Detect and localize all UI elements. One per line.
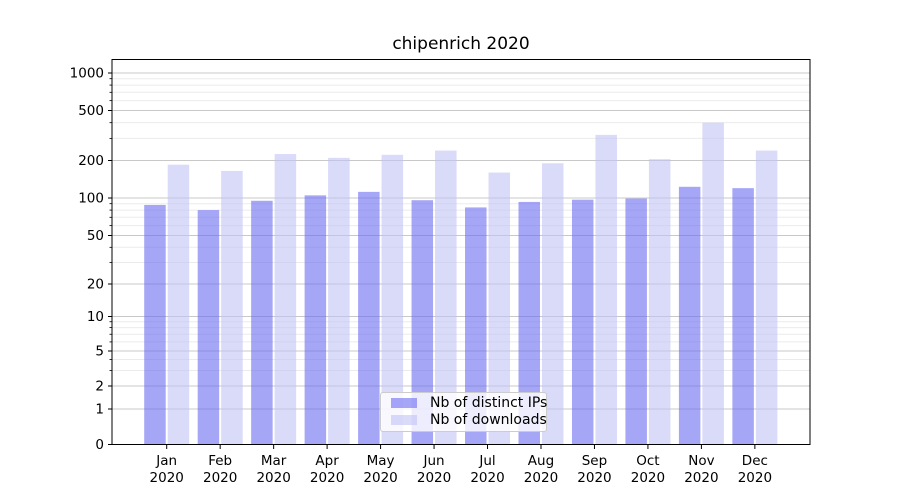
bar-feb-downloads <box>221 170 243 445</box>
legend-row-downloads: Nb of downloads <box>391 412 547 428</box>
x-tick-label-sep: Sep 2020 <box>577 453 611 486</box>
x-tick-label-aug: Aug 2020 <box>524 453 558 486</box>
legend-swatch-downloads <box>391 414 417 425</box>
y-tick-label-2: 2 <box>95 379 104 395</box>
bar-jun-ips <box>411 200 434 445</box>
chart-legend: Nb of distinct IPs Nb of downloads <box>380 392 547 432</box>
bar-feb-ips <box>197 210 220 445</box>
bar-sep-ips <box>571 199 594 445</box>
y-tick-label-20: 20 <box>87 277 104 293</box>
legend-label-distinct-ips: Nb of distinct IPs <box>430 395 548 412</box>
legend-swatch-distinct-ips <box>391 398 417 409</box>
legend-row-distinct-ips: Nb of distinct IPs <box>391 395 547 411</box>
series-distinct-ips <box>144 186 754 445</box>
x-tick-label-jul: Jul 2020 <box>470 453 504 486</box>
plot-border <box>111 59 811 445</box>
y-tick-label-50: 50 <box>87 228 104 244</box>
bar-may-downloads <box>381 154 404 445</box>
y-tick-label-1000: 1000 <box>70 66 104 82</box>
x-tick-label-jan: Jan 2020 <box>150 453 184 486</box>
bar-nov-downloads <box>702 122 724 445</box>
x-tick-label-nov: Nov 2020 <box>684 453 718 486</box>
x-tick-label-dec: Dec 2020 <box>738 453 772 486</box>
bar-apr-ips <box>304 195 327 445</box>
x-tick-label-apr: Apr 2020 <box>310 453 344 486</box>
bar-oct-downloads <box>648 159 671 445</box>
bar-sep-downloads <box>595 134 617 445</box>
bar-mar-downloads <box>274 154 297 445</box>
bar-jan-ips <box>144 204 166 445</box>
y-tick-label-5: 5 <box>95 344 104 360</box>
bar-may-ips <box>358 191 380 445</box>
y-tick-label-10: 10 <box>87 309 104 325</box>
series-downloads <box>167 122 778 445</box>
y-tick-label-100: 100 <box>78 191 104 207</box>
y-axis: 0 1 2 5 10 20 50 100 200 500 1000 <box>70 66 112 453</box>
bar-jun-downloads <box>435 150 457 445</box>
y-tick-label-1: 1 <box>95 402 104 418</box>
chart-title: chipenrich 2020 <box>392 34 530 54</box>
bar-dec-ips <box>732 188 754 445</box>
y-tick-label-0: 0 <box>95 437 104 453</box>
legend-label-downloads: Nb of downloads <box>430 411 547 428</box>
bar-mar-ips <box>251 200 273 445</box>
bar-jul-ips <box>465 207 487 445</box>
bar-oct-ips <box>625 198 647 445</box>
bars <box>144 122 778 445</box>
x-tick-label-mar: Mar 2020 <box>256 453 290 486</box>
bar-jul-downloads <box>488 172 511 445</box>
y-tick-label-500: 500 <box>78 103 104 119</box>
bar-nov-ips <box>678 186 701 445</box>
bar-apr-downloads <box>328 157 350 445</box>
bar-dec-downloads <box>755 150 778 445</box>
bar-aug-downloads <box>541 163 564 445</box>
bar-jan-downloads <box>167 164 190 445</box>
bar-aug-ips <box>518 201 540 445</box>
x-axis: Jan 2020 Feb 2020 Mar 2020 Apr 2020 May 2020 Jun 20… <box>150 444 772 486</box>
x-tick-label-may: May 2020 <box>363 453 397 486</box>
x-tick-label-feb: Feb 2020 <box>203 453 237 486</box>
x-tick-label-jun: Jun 2020 <box>417 453 451 486</box>
y-tick-label-200: 200 <box>78 153 104 169</box>
x-tick-label-oct: Oct 2020 <box>631 453 665 486</box>
